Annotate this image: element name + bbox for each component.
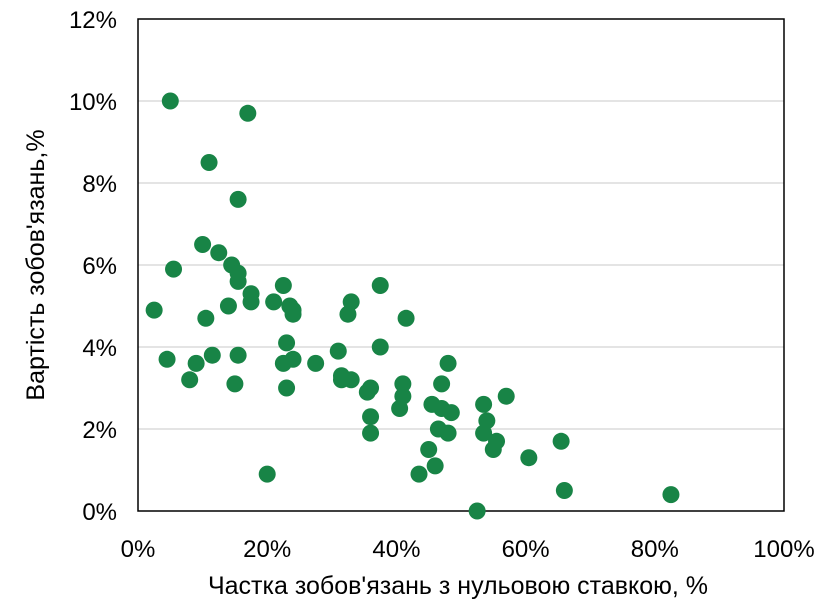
data-point <box>475 395 493 413</box>
data-point <box>229 190 247 208</box>
plot-area-frame <box>137 18 785 512</box>
data-point <box>278 334 296 352</box>
data-point <box>181 371 199 389</box>
data-point <box>552 432 570 450</box>
x-tick-label: 40% <box>372 536 420 563</box>
y-axis-tick-labels: 0% 2% 4% 6% 8% 10% 12% <box>69 7 117 526</box>
data-point <box>358 383 376 401</box>
data-point <box>210 244 228 262</box>
y-tick-label: 10% <box>69 89 117 116</box>
data-point <box>307 354 325 372</box>
x-tick-label: 0% <box>121 536 156 563</box>
x-axis-tick-labels: 0% 20% 40% 60% 80% 100% <box>121 536 815 563</box>
data-point <box>274 354 292 372</box>
data-point <box>362 408 380 426</box>
y-tick-label: 12% <box>69 7 117 34</box>
x-tick-label: 20% <box>243 536 291 563</box>
data-point <box>362 424 380 442</box>
data-point <box>145 301 163 319</box>
data-point <box>555 482 573 499</box>
data-point <box>203 346 221 364</box>
x-tick-label: 60% <box>502 536 550 563</box>
y-tick-label: 0% <box>82 499 117 526</box>
data-point <box>391 400 409 417</box>
data-point <box>520 449 538 467</box>
x-tick-label: 80% <box>631 536 679 563</box>
y-tick-label: 4% <box>82 335 117 362</box>
data-point <box>394 375 412 393</box>
data-point <box>265 293 283 311</box>
y-tick-label: 2% <box>82 417 117 444</box>
data-point <box>226 375 244 393</box>
data-point <box>284 305 302 323</box>
data-point <box>342 371 360 389</box>
data-point <box>410 465 428 483</box>
data-point <box>161 92 179 110</box>
data-point <box>468 502 486 520</box>
data-point <box>274 277 292 294</box>
y-tick-label: 8% <box>82 171 117 198</box>
data-point <box>420 441 438 458</box>
data-point <box>229 272 247 290</box>
data-point <box>258 465 276 483</box>
data-point <box>239 104 257 122</box>
data-point <box>242 293 260 311</box>
data-point <box>158 350 176 368</box>
data-point <box>497 387 515 405</box>
data-point <box>371 277 389 294</box>
data-point <box>662 486 680 504</box>
data-point <box>339 305 357 323</box>
data-point <box>200 154 218 171</box>
y-tick-label: 6% <box>82 253 117 280</box>
data-point <box>219 297 237 315</box>
x-axis-title: Частка зобов'язань з нульовою ставкою, % <box>208 572 708 600</box>
data-point <box>187 354 205 372</box>
data-point <box>194 236 212 253</box>
data-point <box>165 260 183 278</box>
y-axis-title: Вартість зобов'язань,% <box>22 129 50 400</box>
x-tick-label: 100% <box>753 536 814 563</box>
data-point <box>278 379 296 397</box>
data-point <box>426 457 444 475</box>
data-point <box>433 375 451 393</box>
data-point <box>371 338 389 356</box>
gridlines <box>138 100 784 430</box>
data-point <box>442 404 460 422</box>
data-point <box>197 309 215 327</box>
data-point <box>329 342 347 360</box>
data-points <box>145 92 680 520</box>
data-point <box>439 424 457 442</box>
data-point <box>475 424 493 442</box>
data-point <box>439 354 457 372</box>
data-point <box>484 441 502 458</box>
data-point <box>229 346 247 364</box>
data-point <box>397 309 415 327</box>
